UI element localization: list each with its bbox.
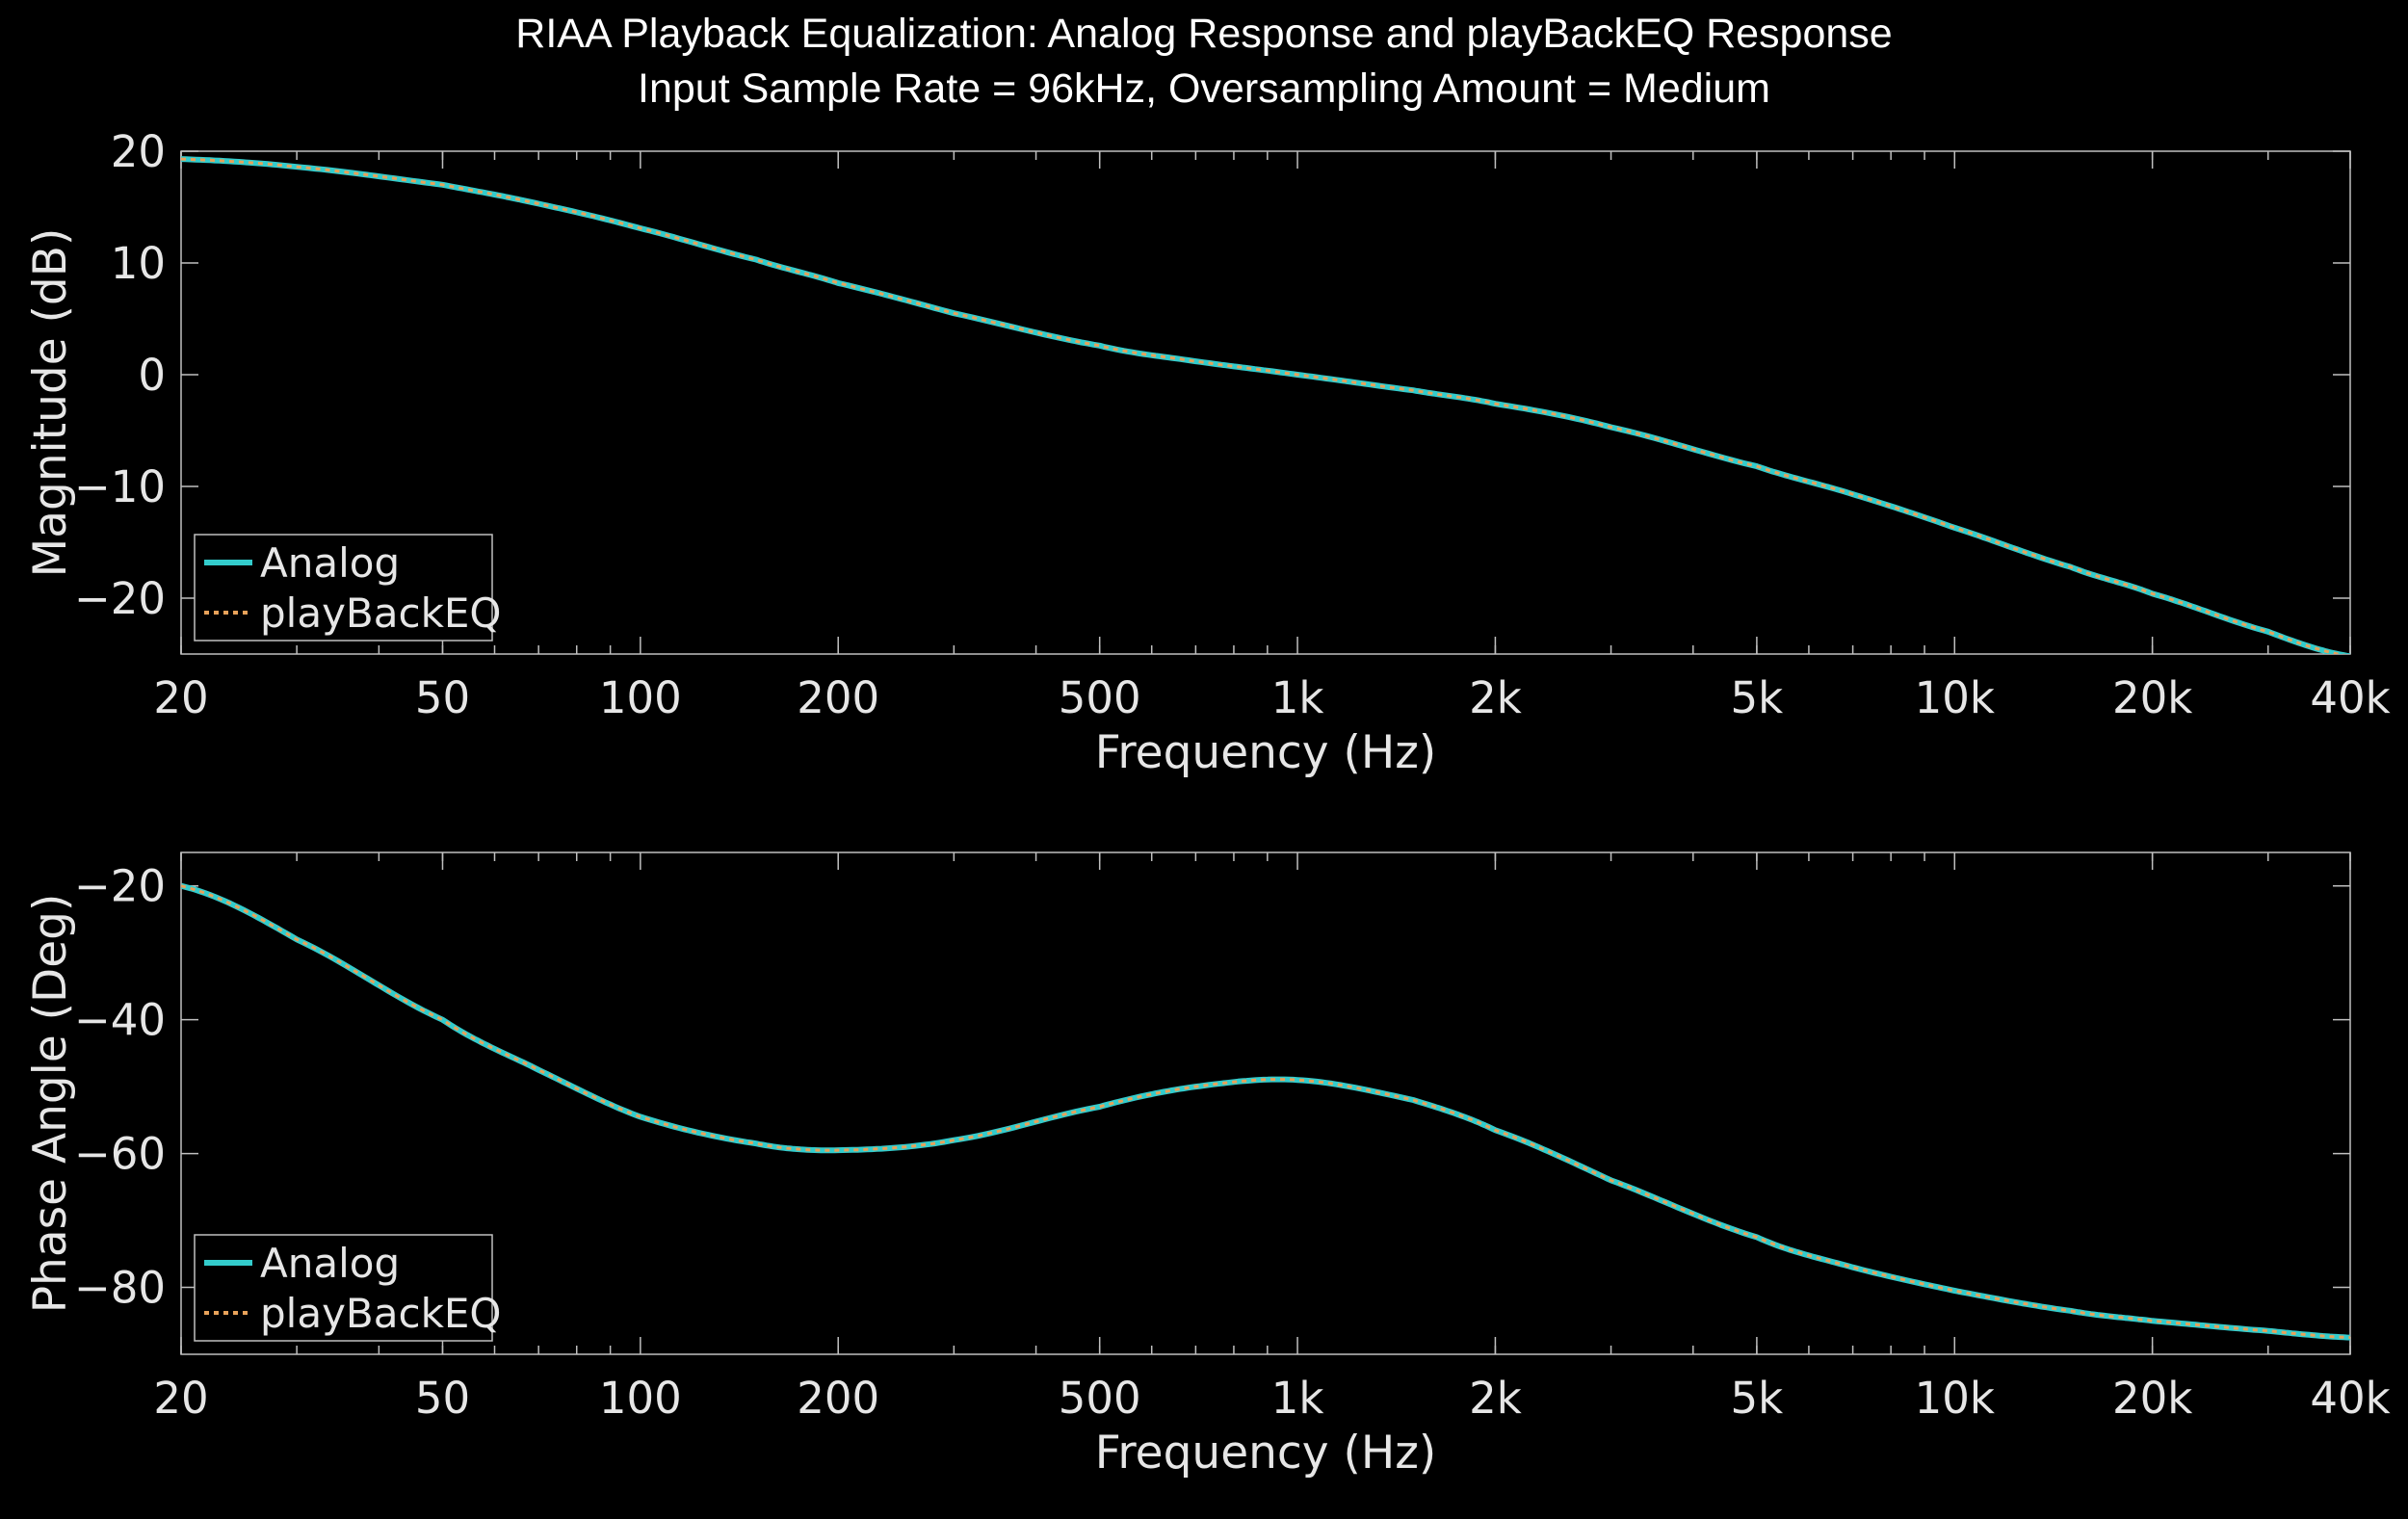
- phase-x-tick-label: 2k: [1469, 1373, 1522, 1424]
- phase-x-tick-label: 1k: [1271, 1373, 1324, 1424]
- phase-series-analog: [181, 882, 2350, 1341]
- magnitude-x-tick-label: 20: [153, 672, 208, 723]
- magnitude-x-tick-label: 20k: [2112, 672, 2192, 723]
- magnitude-plot-frame: [180, 150, 2351, 655]
- magnitude-x-tick-label: 2k: [1469, 672, 1522, 723]
- magnitude-legend-label-analog: Analog: [260, 539, 400, 587]
- magnitude-x-tick-label: 10k: [1915, 672, 1995, 723]
- magnitude-x-tick-label: 50: [415, 672, 470, 723]
- magnitude-x-tick-label: 100: [599, 672, 682, 723]
- magnitude-axes: 20 50 100 200 500 1k 2k 5k 10k 20k 40k −20 −10 0 10 20 F…: [24, 126, 2391, 779]
- phase-legend-box: [194, 1234, 493, 1342]
- phase-y-tick-label: −80: [74, 1263, 166, 1314]
- magnitude-legend-box: [194, 534, 493, 642]
- magnitude-x-tick-label: 1k: [1271, 672, 1324, 723]
- phase-series-playbackeq: [181, 884, 2350, 1340]
- magnitude-x-tick-label: 5k: [1731, 672, 1784, 723]
- phase-x-axis-label: Frequency (Hz): [1095, 1427, 1436, 1480]
- chart-title-line-1: RIAA Playback Equalization: Analog Respo…: [515, 11, 1893, 57]
- phase-legend-label-analog: Analog: [260, 1240, 400, 1287]
- magnitude-x-tick-label: 500: [1059, 672, 1141, 723]
- phase-y-tick-label: −40: [74, 995, 166, 1046]
- phase-y-axis-label: Phase Angle (Deg): [24, 894, 77, 1314]
- magnitude-legend-label-playbackeq: playBackEQ: [260, 589, 501, 637]
- phase-legend-label-playbackeq: playBackEQ: [260, 1290, 501, 1337]
- magnitude-y-tick-label: 10: [111, 238, 166, 289]
- magnitude-y-tick-label: 20: [111, 126, 166, 177]
- phase-x-tick-label: 100: [599, 1373, 682, 1424]
- phase-x-tick-label: 50: [415, 1373, 470, 1424]
- phase-y-tick-label: −20: [74, 861, 166, 912]
- phase-x-tick-label: 10k: [1915, 1373, 1995, 1424]
- magnitude-y-axis-label: Magnitude (dB): [24, 228, 77, 578]
- magnitude-y-tick-label: −20: [74, 573, 166, 624]
- phase-x-tick-label: 20: [153, 1373, 208, 1424]
- phase-x-tick-label: 5k: [1731, 1373, 1784, 1424]
- phase-x-tick-label: 200: [797, 1373, 879, 1424]
- phase-plot-frame: [180, 851, 2351, 1355]
- magnitude-y-tick-label: −10: [74, 461, 166, 512]
- magnitude-x-axis-label: Frequency (Hz): [1095, 726, 1436, 779]
- chart-title-line-2: Input Sample Rate = 96kHz, Oversampling …: [638, 65, 1770, 112]
- phase-axes: 20 50 100 200 500 1k 2k 5k 10k 20k 40k −80 −60 −40 −20…: [24, 851, 2391, 1480]
- phase-y-tick-label: −60: [74, 1129, 166, 1180]
- magnitude-y-tick-label: 0: [138, 350, 166, 401]
- phase-x-tick-label: 500: [1059, 1373, 1141, 1424]
- magnitude-x-tick-label: 40k: [2310, 672, 2390, 723]
- magnitude-series-analog: [181, 156, 2350, 654]
- phase-x-tick-label: 40k: [2310, 1373, 2390, 1424]
- magnitude-x-tick-label: 200: [797, 672, 879, 723]
- magnitude-series-playbackeq: [181, 157, 2346, 654]
- phase-x-tick-label: 20k: [2112, 1373, 2192, 1424]
